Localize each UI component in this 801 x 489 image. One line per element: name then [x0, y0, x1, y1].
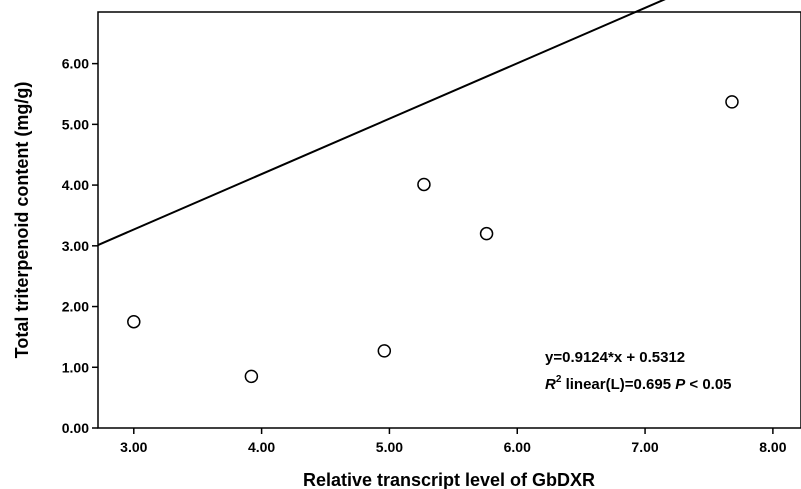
r-squared-annotation: R2 linear(L)=0.695 P < 0.05	[545, 374, 732, 393]
r-squared-text: linear(L)=0.695	[561, 376, 675, 393]
y-tick-label: 0.00	[62, 420, 89, 436]
data-point	[725, 95, 739, 109]
y-axis-ticks: 0.00 1.00 2.00 3.00 4.00 5.00 6.00	[62, 56, 98, 436]
regression-line	[97, 0, 666, 246]
x-axis-label: Relative transcript level of GbDXR	[303, 470, 595, 489]
data-point	[479, 226, 494, 241]
y-tick-label: 3.00	[62, 238, 89, 254]
x-tick-label: 4.00	[248, 439, 275, 455]
p-symbol: P	[675, 376, 686, 393]
data-point	[244, 369, 259, 384]
x-tick-label: 7.00	[631, 439, 658, 455]
y-tick-label: 6.00	[62, 56, 89, 72]
y-tick-label: 4.00	[62, 177, 89, 193]
data-point	[377, 344, 392, 358]
y-tick-label: 1.00	[62, 359, 89, 375]
x-axis-ticks: 3.00 4.00 5.00 6.00 7.00 8.00	[120, 428, 787, 455]
x-tick-label: 6.00	[504, 439, 531, 455]
r-symbol: R	[545, 376, 556, 393]
regression-equation: y=0.9124*x + 0.5312	[545, 349, 685, 366]
y-tick-label: 5.00	[62, 116, 89, 132]
plot-frame	[97, 11, 801, 429]
x-tick-label: 3.00	[120, 439, 147, 455]
data-point	[417, 177, 431, 192]
data-point	[127, 314, 141, 329]
x-tick-label: 8.00	[759, 439, 786, 455]
y-axis-label: Total triterpenoid content (mg/g)	[12, 82, 32, 359]
data-points	[127, 95, 739, 384]
x-tick-label: 5.00	[376, 439, 403, 455]
p-text: < 0.05	[685, 376, 731, 393]
r-superscript: 2	[556, 374, 562, 385]
y-tick-label: 2.00	[62, 299, 89, 315]
